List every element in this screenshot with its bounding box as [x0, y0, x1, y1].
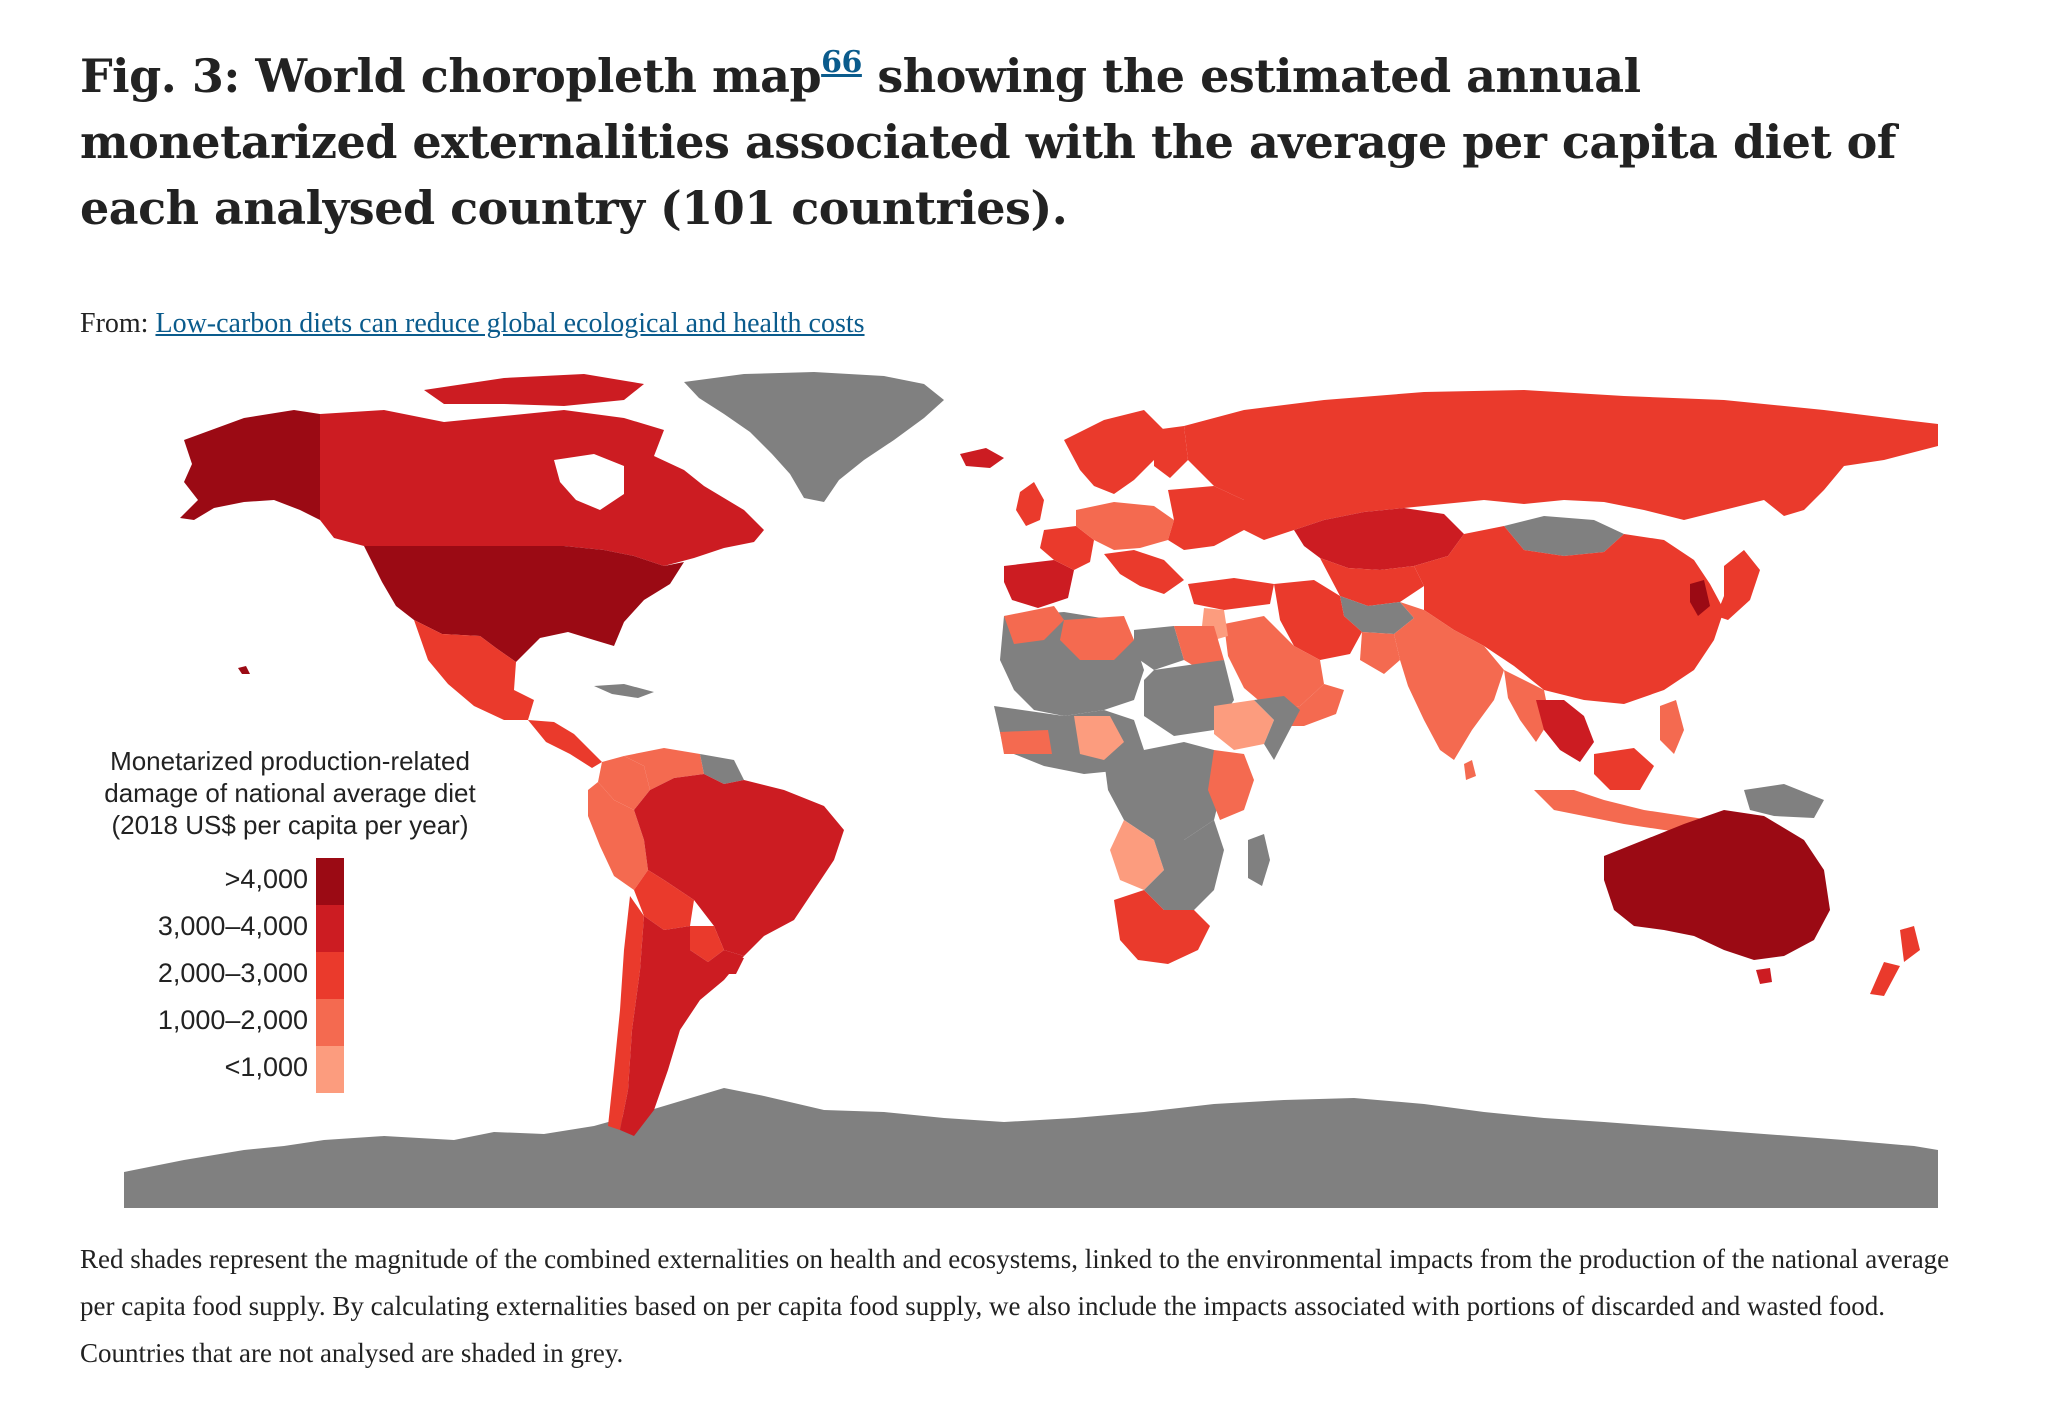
hudson-bay — [554, 454, 624, 510]
new-zealand — [1870, 926, 1920, 996]
central-asia — [1320, 558, 1424, 606]
source-article-link[interactable]: Low-carbon diets can reduce global ecolo… — [155, 308, 865, 339]
eastern-europe — [1168, 486, 1244, 550]
afghanistan-iran-region — [1340, 596, 1414, 634]
india — [1394, 602, 1504, 760]
italy-balkans — [1104, 550, 1184, 594]
ethiopia — [1214, 700, 1274, 750]
southern-africa — [1144, 820, 1224, 910]
argentina — [620, 916, 744, 1136]
angola-zambia — [1110, 820, 1164, 890]
egypt — [1174, 626, 1224, 666]
borneo — [1594, 748, 1654, 790]
iberia — [1004, 560, 1074, 608]
legend-label: >4,000 — [224, 864, 308, 894]
united-states — [364, 546, 684, 662]
finland — [1154, 426, 1188, 478]
mongolia — [1504, 516, 1624, 556]
iran — [1274, 580, 1362, 660]
central-america — [528, 720, 602, 768]
turkey — [1188, 578, 1274, 610]
antarctica — [124, 1088, 1938, 1208]
morocco — [1004, 606, 1064, 644]
somalia-horn — [1254, 696, 1300, 760]
iceland — [960, 448, 1004, 468]
figure-caption: Red shades represent the magnitude of th… — [80, 1244, 1950, 1368]
saudi-arabia — [1224, 616, 1324, 710]
australia — [1604, 810, 1830, 960]
central-africa — [1104, 742, 1224, 840]
madagascar — [1248, 834, 1270, 886]
legend-swatch — [316, 952, 344, 999]
chile — [608, 896, 644, 1130]
nigeria — [1074, 716, 1124, 760]
mexico — [414, 620, 534, 720]
sri-lanka — [1464, 760, 1476, 780]
legend-swatch — [316, 858, 344, 905]
new-guinea — [1744, 784, 1824, 818]
ecuador-peru — [588, 782, 648, 890]
reference-link[interactable]: 66 — [821, 45, 862, 80]
figure-title: Fig. 3: World choropleth map66 showing t… — [80, 30, 1960, 241]
kazakhstan — [1294, 508, 1464, 570]
world-map — [124, 370, 1938, 1210]
legend-swatch — [316, 905, 344, 952]
canada — [320, 410, 764, 566]
venezuela — [624, 748, 704, 790]
bangladesh-myanmar — [1504, 670, 1550, 742]
legend-item: <1,000 — [100, 1046, 350, 1093]
source-label: From: — [80, 308, 149, 339]
hawaii — [238, 666, 250, 674]
china — [1414, 526, 1724, 704]
algeria — [1060, 616, 1134, 660]
tasmania — [1756, 968, 1772, 984]
central-europe — [1076, 502, 1174, 550]
legend-swatch — [316, 1046, 344, 1093]
legend-title: Monetarized production-related damage of… — [104, 746, 476, 840]
pakistan — [1360, 632, 1400, 674]
legend-label: 3,000–4,000 — [157, 911, 308, 941]
ghana-togo — [1000, 730, 1052, 754]
paraguay — [690, 926, 724, 962]
legend-label: 2,000–3,000 — [157, 958, 308, 988]
thailand-vietnam — [1536, 700, 1594, 762]
legend-label: 1,000–2,000 — [157, 1005, 308, 1035]
figure-title-text: Fig. 3: World choropleth map — [80, 49, 822, 103]
sudan-region — [1144, 660, 1234, 736]
legend-item: 2,000–3,000 — [100, 952, 350, 999]
uk-ireland — [1016, 482, 1044, 526]
libya — [1134, 626, 1184, 670]
legend-label: <1,000 — [224, 1052, 308, 1082]
greenland — [684, 372, 944, 502]
kenya-tanzania — [1208, 750, 1254, 820]
korea — [1690, 580, 1710, 616]
japan — [1716, 550, 1760, 620]
brazil — [634, 774, 844, 956]
source-line: From: Low-carbon diets can reduce global… — [80, 308, 865, 340]
south-africa — [1114, 890, 1210, 964]
colombia — [598, 756, 650, 810]
figure-title-suffix: showing the estimated annual monetarized… — [80, 49, 1897, 235]
cuba — [594, 684, 654, 698]
legend-item: 1,000–2,000 — [100, 999, 350, 1046]
philippines — [1660, 700, 1684, 754]
alaska — [180, 410, 320, 520]
russia — [1184, 390, 1938, 540]
france — [1040, 526, 1094, 570]
canada-arctic-islands — [424, 374, 644, 406]
guianas — [700, 754, 744, 784]
legend-item: 3,000–4,000 — [100, 905, 350, 952]
uruguay — [722, 956, 744, 974]
bolivia — [634, 870, 694, 930]
legend-swatch — [316, 999, 344, 1046]
scandinavia — [1064, 410, 1164, 494]
map-legend: >4,000 3,000–4,000 2,000–3,000 1,000–2,0… — [100, 858, 350, 1093]
legend-item: >4,000 — [100, 858, 350, 905]
